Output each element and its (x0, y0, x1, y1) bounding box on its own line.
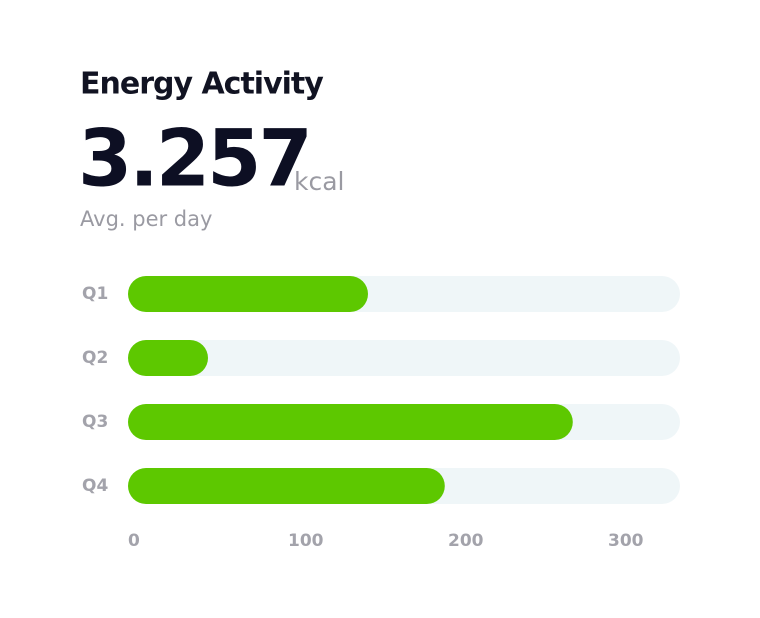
bar (128, 276, 368, 312)
category-label: Q2 (82, 348, 108, 368)
headline-unit: kcal (294, 167, 345, 196)
bar (128, 468, 445, 504)
x-tick-label: 200 (448, 531, 484, 551)
category-label: Q3 (82, 412, 108, 432)
category-label: Q1 (82, 284, 108, 304)
x-tick-label: 0 (128, 531, 140, 551)
subtitle: Avg. per day (80, 207, 212, 231)
headline-value: 3.257 (78, 114, 310, 204)
bar (128, 340, 208, 376)
bar (128, 404, 573, 440)
category-label: Q4 (82, 476, 108, 496)
bar-track (128, 340, 680, 376)
x-tick-label: 100 (288, 531, 324, 551)
chart-title: Energy Activity (80, 67, 324, 102)
x-tick-label: 300 (608, 531, 644, 551)
